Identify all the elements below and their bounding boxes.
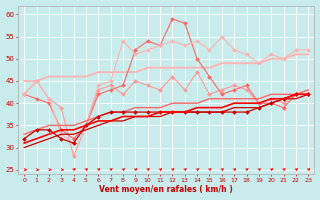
X-axis label: Vent moyen/en rafales ( km/h ): Vent moyen/en rafales ( km/h ) <box>100 185 233 194</box>
